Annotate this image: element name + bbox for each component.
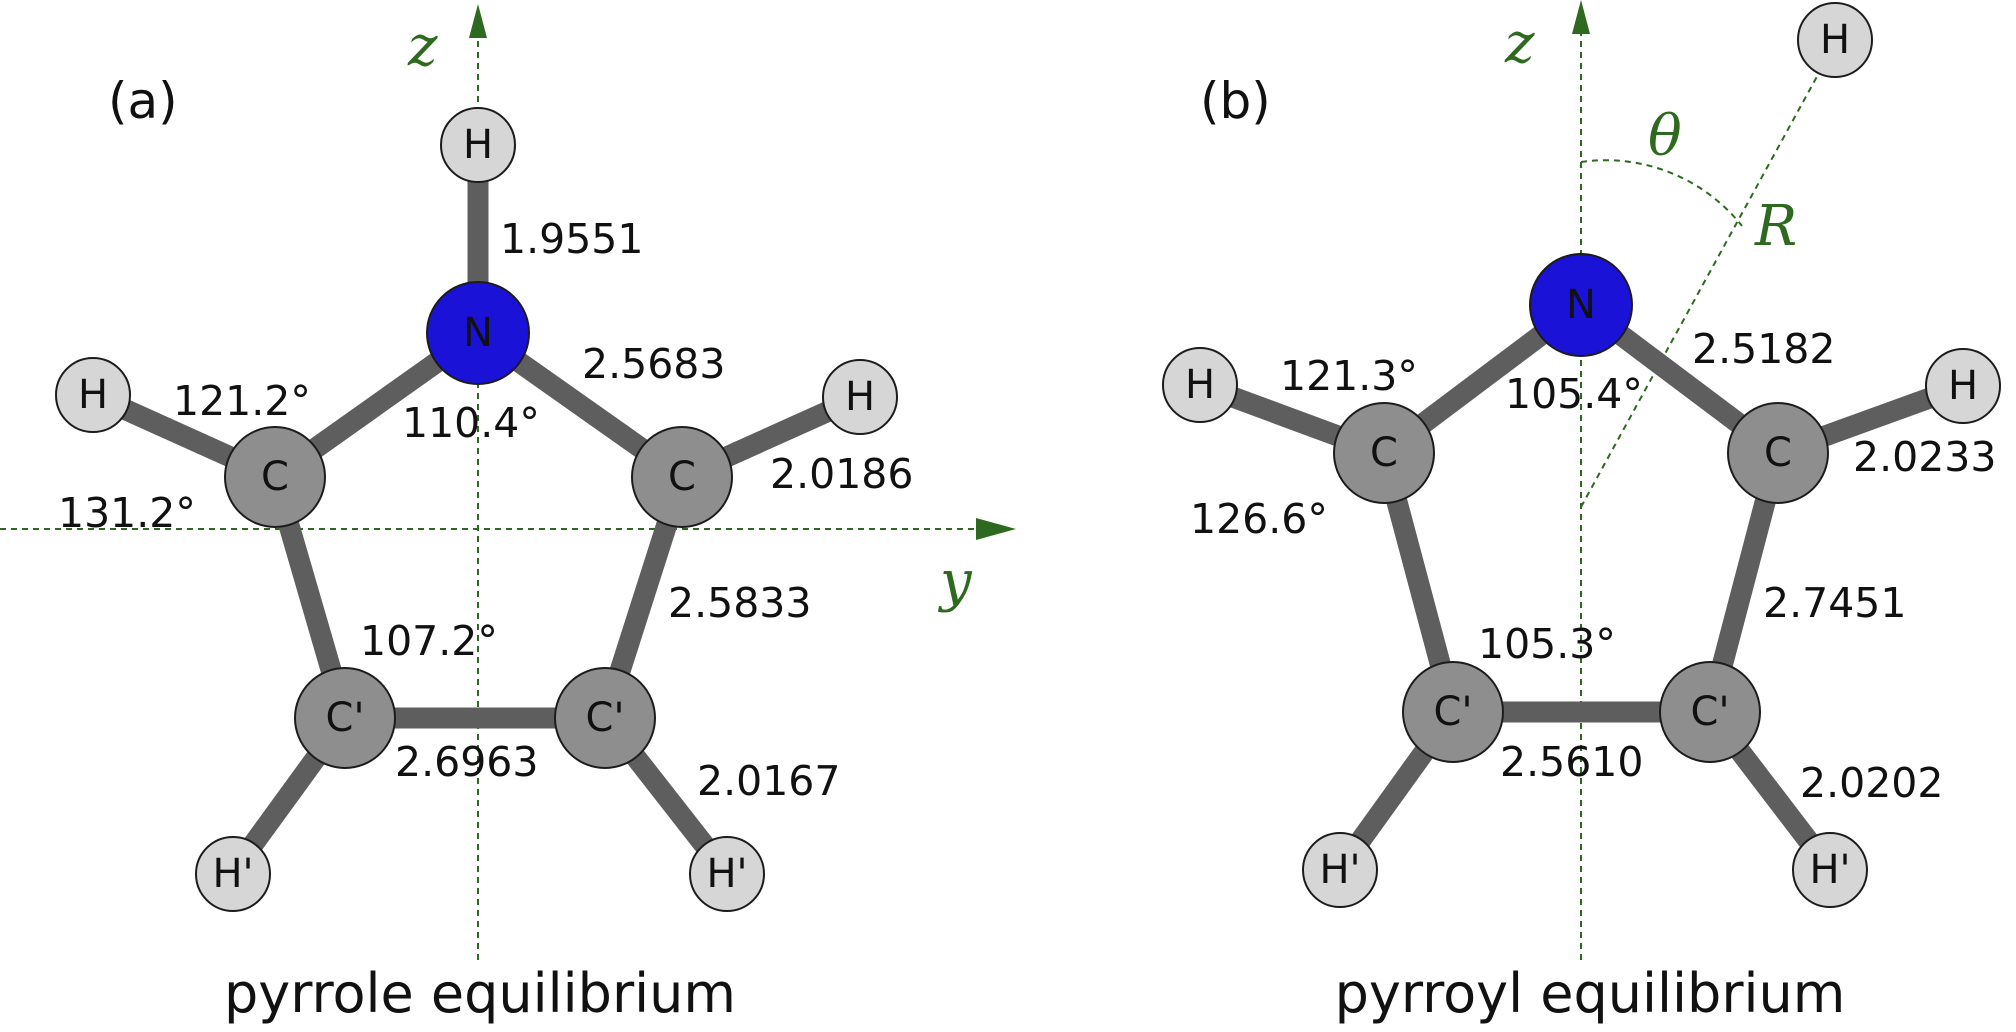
panel-a-angle-c-cprime-cprime: 107.2° bbox=[360, 617, 498, 665]
panel-a-atom-h-right: H bbox=[822, 359, 898, 435]
panel-b-atom-cprime-right: C' bbox=[1659, 661, 1761, 763]
panel-a-atom-h-top-label: H bbox=[463, 122, 493, 168]
panel-b-label: (b) bbox=[1200, 72, 1271, 130]
panel-a-bond-length-c-h: 2.0186 bbox=[770, 450, 913, 498]
panel-a-atom-cprime-right-label: C' bbox=[586, 695, 625, 741]
panel-b-atom-h-right: H bbox=[1925, 348, 2001, 424]
panel-b-atom-hprime-right: H' bbox=[1792, 832, 1868, 908]
panel-b-atom-hprime-left: H' bbox=[1302, 832, 1378, 908]
panel-a-atom-c-left-label: C bbox=[261, 454, 289, 500]
panel-a-atom-c-right: C bbox=[631, 426, 733, 528]
panel-a-bond-length-cprime-hprime: 2.0167 bbox=[697, 757, 840, 805]
panel-b: z θ R H N H bbox=[1162, 0, 2001, 1025]
panel-a-bond-length-cprime-cprime: 2.6963 bbox=[395, 738, 538, 786]
panel-b-atom-cprime-left-label: C' bbox=[1434, 689, 1473, 735]
panel-a-atom-hprime-right: H' bbox=[689, 836, 765, 912]
panel-a-caption: pyrrole equilibrium bbox=[224, 962, 736, 1025]
panel-b-bond-length-cprime-hprime: 2.0202 bbox=[1800, 759, 1943, 807]
panel-a-z-axis-arrowhead bbox=[469, 4, 487, 38]
panel-a-label: (a) bbox=[108, 72, 178, 130]
panel-a-angle-h-c-cprime: 131.2° bbox=[58, 489, 196, 537]
panel-b-theta-arc bbox=[1580, 159, 1743, 227]
panel-b-atom-h-far: H bbox=[1797, 2, 1873, 78]
panel-b-atom-h-left: H bbox=[1162, 347, 1238, 423]
panel-a-angle-h-c-n: 121.2° bbox=[173, 377, 311, 425]
panel-b-atom-c-right-label: C bbox=[1764, 430, 1792, 476]
panel-a-atom-hprime-left-label: H' bbox=[212, 851, 253, 897]
panel-b-atom-h-left-label: H bbox=[1185, 362, 1215, 408]
panel-b-bond-length-c-h: 2.0233 bbox=[1853, 433, 1996, 481]
panel-b-angle-h-c-n: 121.3° bbox=[1280, 352, 1418, 400]
panel-a-bond-length-n-h: 1.9551 bbox=[500, 215, 643, 263]
panel-a-atom-h-left-label: H bbox=[78, 372, 108, 418]
panel-b-z-axis-arrowhead bbox=[1572, 0, 1590, 34]
panel-b-angle-h-c-cprime: 126.6° bbox=[1190, 495, 1328, 543]
panel-a-atom-cprime-right: C' bbox=[554, 667, 656, 769]
panel-a-y-axis-arrowhead bbox=[976, 518, 1016, 540]
panel-a-atom-h-right-label: H bbox=[845, 374, 875, 420]
panel-b-atom-c-left-label: C bbox=[1370, 430, 1398, 476]
panel-b-atom-hprime-right-label: H' bbox=[1809, 847, 1850, 893]
panel-b-bond-length-c-cprime: 2.7451 bbox=[1763, 579, 1906, 627]
panel-a-atom-h-top: H bbox=[440, 107, 516, 183]
panel-b-bond-length-cprime-cprime: 2.5610 bbox=[1500, 738, 1643, 786]
panel-a-atom-h-left: H bbox=[55, 357, 131, 433]
panel-a-bond-length-c-cprime: 2.5833 bbox=[668, 579, 811, 627]
panel-a-atom-n: N bbox=[426, 281, 530, 385]
panel-b-r-guide bbox=[1580, 39, 1838, 508]
panel-a-y-axis-label: y bbox=[937, 549, 973, 614]
panel-b-bond-length-n-c: 2.5182 bbox=[1692, 325, 1835, 373]
panel-b-atom-c-left: C bbox=[1333, 402, 1435, 504]
panel-a: z y H N H H bbox=[0, 4, 1016, 1025]
panel-a-atom-hprime-right-label: H' bbox=[706, 851, 747, 897]
panel-b-z-axis-label: z bbox=[1504, 11, 1535, 76]
panel-b-atom-h-right-label: H bbox=[1948, 363, 1978, 409]
panel-a-atom-cprime-left: C' bbox=[294, 667, 396, 769]
panel-b-angle-c-n-c: 105.4° bbox=[1505, 370, 1643, 418]
panel-b-atom-n-label: N bbox=[1566, 282, 1596, 328]
panel-b-r-label: R bbox=[1754, 194, 1797, 259]
panel-a-atom-hprime-left: H' bbox=[195, 836, 271, 912]
panel-b-atom-h-far-label: H bbox=[1820, 17, 1850, 63]
panel-a-angle-c-n-c: 110.4° bbox=[402, 399, 540, 447]
panel-b-atom-c-right: C bbox=[1727, 402, 1829, 504]
panel-b-atom-cprime-left: C' bbox=[1402, 661, 1504, 763]
panel-a-atom-n-label: N bbox=[463, 310, 493, 356]
panel-a-atom-c-right-label: C bbox=[668, 454, 696, 500]
panel-b-atom-cprime-right-label: C' bbox=[1691, 689, 1730, 735]
panel-b-atom-n: N bbox=[1529, 253, 1633, 357]
panel-b-caption: pyrroyl equilibrium bbox=[1335, 962, 1846, 1025]
panel-a-bond-length-n-c: 2.5683 bbox=[582, 340, 725, 388]
panel-b-atom-hprime-left-label: H' bbox=[1319, 847, 1360, 893]
panel-a-atom-cprime-left-label: C' bbox=[326, 695, 365, 741]
panel-a-z-axis-label: z bbox=[407, 14, 438, 79]
panel-a-atom-c-left: C bbox=[224, 426, 326, 528]
panel-b-theta-label: θ bbox=[1648, 104, 1682, 169]
panel-b-angle-c-cprime-cprime: 105.3° bbox=[1478, 620, 1616, 668]
